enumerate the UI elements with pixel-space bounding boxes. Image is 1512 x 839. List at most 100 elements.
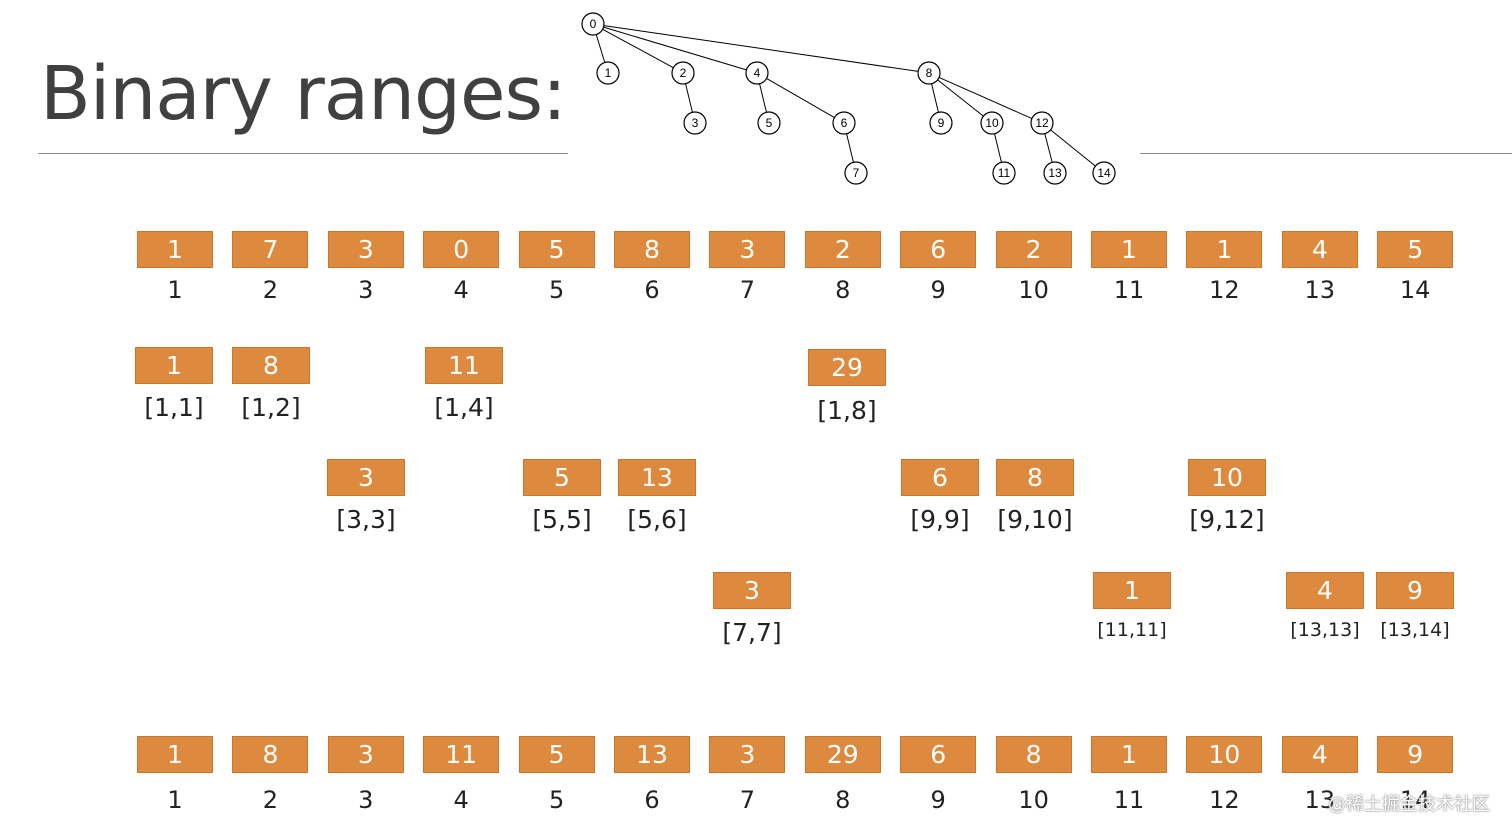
bit-value-box: 3: [327, 736, 404, 773]
tree-edge-4-6: [766, 78, 835, 118]
range-label: [1,4]: [434, 393, 494, 422]
tree-node-label: 8: [926, 66, 933, 80]
slide-title: Binary ranges:: [40, 51, 567, 137]
tree-node-label: 10: [985, 116, 999, 130]
input-index-label: 1: [167, 276, 183, 304]
range-sum-box: 3: [327, 459, 405, 496]
input-index-label: 8: [835, 276, 851, 304]
tree-node-1: 1: [596, 61, 620, 85]
range-sum-box: 4: [1286, 572, 1364, 609]
tree-node-6: 6: [832, 111, 856, 135]
tree-edge-0-8: [603, 25, 919, 72]
tree-node-label: 5: [766, 116, 773, 130]
bit-index-label: 3: [358, 786, 374, 814]
input-index-label: 4: [453, 276, 469, 304]
range-sum-box: 1: [1093, 572, 1171, 609]
bit-index-label: 10: [1018, 786, 1049, 814]
tree-node-3: 3: [683, 111, 707, 135]
range-sum-box: 6: [901, 459, 979, 496]
range-sum-box: 8: [232, 347, 310, 384]
bit-value-box: 3: [709, 736, 786, 773]
input-value-box: 5: [518, 231, 595, 268]
tree-node-label: 4: [754, 66, 761, 80]
bit-value-box: 1: [137, 736, 213, 773]
range-sum-box: 9: [1376, 572, 1454, 609]
tree-edge-0-1: [595, 34, 606, 63]
bit-index-label: 11: [1113, 786, 1145, 814]
range-sum-box: 8: [996, 459, 1074, 496]
bit-index-label: 2: [262, 786, 279, 814]
watermark: @稀土掘金技术社区: [1328, 794, 1490, 815]
tree-edge-10-11: [994, 133, 1002, 163]
input-index-label: 12: [1209, 276, 1240, 304]
tree-edge-6-7: [846, 133, 854, 163]
input-index-label: 10: [1018, 276, 1049, 304]
input-value-box: 2: [995, 231, 1072, 268]
tree-node-7: 7: [844, 161, 868, 185]
tree-node-14: 14: [1092, 161, 1116, 185]
tree-node-label: 2: [680, 66, 687, 80]
bit-value-box: 6: [900, 736, 977, 773]
tree-node-label: 11: [998, 166, 1011, 180]
input-index-label: 7: [739, 276, 756, 304]
range-sum-box: 11: [425, 347, 503, 384]
tree-node-13: 13: [1043, 161, 1067, 185]
bit-value-box: 13: [614, 736, 690, 773]
input-index-label: 9: [930, 276, 946, 304]
input-index-label: 5: [548, 276, 565, 304]
bit-value-box: 8: [232, 736, 309, 773]
range-label: [3,3]: [336, 505, 396, 534]
range-label: [9,12]: [1189, 505, 1265, 534]
range-label: [1,1]: [144, 393, 204, 422]
range-label: [5,6]: [627, 505, 687, 534]
range-label: [1,2]: [241, 393, 301, 422]
tree-node-10: 10: [980, 111, 1004, 135]
bit-index-label: 8: [835, 786, 851, 814]
range-label: [13,13]: [1290, 619, 1360, 641]
tree-node-5: 5: [757, 111, 781, 135]
input-value-box: 1: [1186, 231, 1263, 268]
tree-edge-12-14: [1050, 129, 1096, 167]
range-label: [13,14]: [1380, 619, 1450, 641]
range-label: [9,10]: [997, 505, 1073, 534]
title-rule-right: [1140, 153, 1512, 154]
input-value-box: 4: [1281, 231, 1358, 268]
range-sum-box: 13: [618, 459, 696, 496]
range-label: [11,11]: [1097, 619, 1167, 641]
tree-node-label: 9: [938, 116, 945, 130]
bit-index-label: 6: [644, 786, 660, 814]
input-value-box: 1: [1091, 231, 1167, 268]
bit-index-label: 9: [930, 786, 946, 814]
range-sum-box: 3: [713, 572, 791, 609]
input-value-box: 5: [1377, 231, 1454, 268]
input-value-box: 7: [232, 231, 309, 268]
range-sum-box: 29: [808, 349, 886, 386]
input-value-box: 3: [327, 231, 404, 268]
input-index-label: 2: [262, 276, 279, 304]
bit-index-label: 5: [548, 786, 565, 814]
tree-node-4: 4: [745, 61, 769, 85]
input-value-box: 6: [900, 231, 977, 268]
tree-edge-8-9: [931, 83, 939, 113]
tree-edge-8-12: [938, 76, 1033, 120]
range-label: [1,8]: [817, 396, 877, 425]
bit-value-box: 9: [1377, 736, 1454, 773]
input-value-box: 2: [804, 231, 881, 268]
bit-index-label: 13: [1304, 786, 1336, 814]
tree-node-label: 0: [590, 17, 597, 31]
tree-edge-2-3: [685, 83, 693, 113]
binary-tree-diagram: 01 2 4 83 5 6 9 10 127 11 13 14: [581, 12, 1116, 185]
tree-node-label: 12: [1035, 116, 1049, 130]
range-label: [5,5]: [532, 505, 592, 534]
tree-edge-8-10: [937, 79, 984, 117]
bit-value-box: 8: [995, 736, 1072, 773]
tree-node-label: 13: [1048, 166, 1062, 180]
bit-value-box: 10: [1186, 736, 1263, 773]
range-sum-box: 5: [523, 459, 601, 496]
tree-node-8: 8: [917, 61, 941, 85]
input-value-box: 8: [614, 231, 690, 268]
tree-node-11: 11: [992, 161, 1016, 185]
bit-index-label: 14: [1399, 786, 1431, 814]
input-value-box: 1: [137, 231, 213, 268]
range-sum-box: 1: [135, 347, 213, 384]
